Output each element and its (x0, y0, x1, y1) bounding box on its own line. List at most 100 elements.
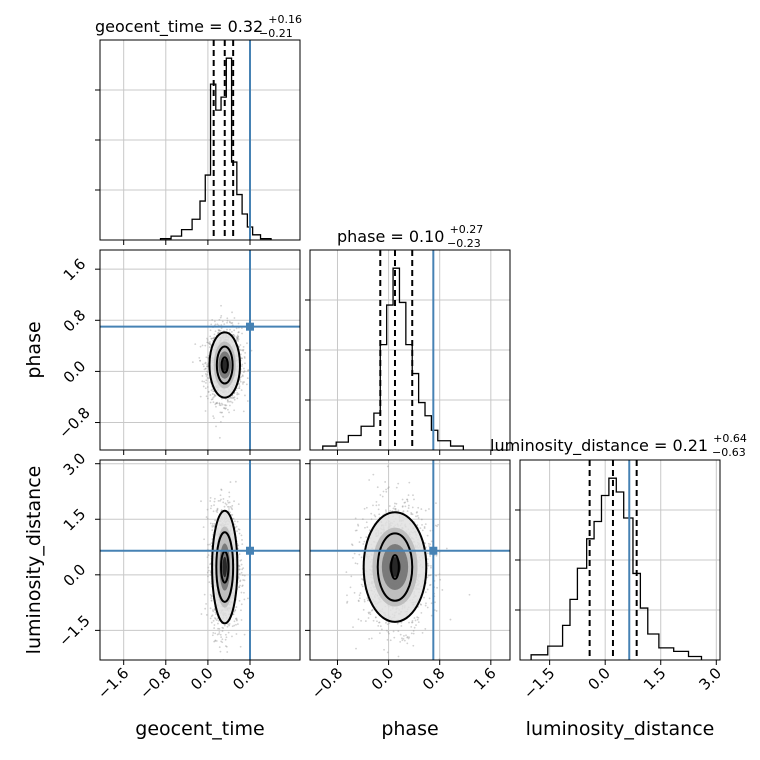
scatter-point (232, 396, 235, 399)
ylabel-phase: phase (23, 321, 45, 378)
histogram-geocent_time (159, 57, 272, 240)
scatter-point (204, 367, 207, 370)
scatter-point (426, 534, 429, 537)
scatter-point (217, 622, 219, 625)
scatter-point (225, 645, 228, 648)
scatter-point (368, 637, 371, 640)
title-luminosity-distance-minus: −0.63 (712, 446, 746, 459)
scatter-point (233, 523, 236, 526)
scatter-point (386, 623, 389, 626)
scatter-point (230, 322, 233, 325)
scatter-point (212, 415, 215, 417)
scatter-point (206, 363, 208, 366)
scatter-point (407, 507, 410, 509)
scatter-point (199, 359, 202, 362)
title-phase: phase = 0.10 +0.27 (337, 223, 483, 246)
scatter-point (407, 504, 410, 507)
scatter-point (212, 610, 215, 613)
scatter-point (429, 555, 431, 557)
scatter-point (207, 391, 210, 393)
scatter-point (233, 317, 236, 319)
scatter-point (435, 502, 437, 505)
scatter-point (445, 547, 448, 550)
scatter-point (225, 404, 228, 407)
scatter-point (219, 404, 222, 407)
scatter-point (357, 618, 360, 621)
scatter-point (210, 615, 213, 618)
scatter-point (213, 525, 216, 528)
scatter-point (238, 586, 241, 589)
scatter-point (208, 346, 211, 349)
scatter-point (226, 625, 229, 628)
scatter-point (240, 327, 243, 330)
scatter-point (206, 571, 209, 574)
scatter-point (233, 335, 236, 338)
scatter-point (236, 336, 239, 339)
y-tick-label-phase: 0.8 (60, 306, 90, 336)
scatter-point (403, 639, 406, 642)
scatter-point (229, 511, 232, 514)
scatter-point (218, 329, 221, 332)
scatter-point (408, 636, 411, 639)
scatter-point (236, 337, 239, 340)
scatter-point (385, 490, 388, 493)
panel-luminosity_distance-vs-phase: −0.8 0.0 0.8 1.6 (305, 459, 511, 703)
scatter-point (246, 377, 249, 380)
scatter-point (364, 526, 366, 529)
scatter-point (212, 401, 215, 404)
scatter-point (241, 574, 244, 577)
contour-level-3 (362, 511, 428, 623)
x-tick-label-luminosity_distance: 3.0 (696, 664, 726, 694)
scatter-point (221, 320, 224, 323)
scatter-point (406, 498, 409, 501)
panel-content (100, 460, 300, 660)
scatter-point (424, 542, 426, 545)
scatter-point (237, 335, 240, 338)
scatter-point (204, 410, 207, 412)
scatter-point (423, 525, 426, 528)
scatter-point (239, 379, 241, 381)
scatter-point (412, 644, 415, 647)
scatter-point (244, 362, 246, 365)
scatter-point (355, 647, 357, 650)
scatter-point (206, 508, 209, 511)
scatter-point (207, 377, 210, 380)
scatter-point (421, 529, 424, 532)
scatter-point (236, 397, 239, 400)
scatter-point (365, 536, 368, 539)
scatter-point (235, 606, 238, 608)
scatter-point (354, 562, 357, 565)
scatter-point (226, 317, 229, 320)
scatter-point (203, 538, 205, 541)
scatter-point (420, 603, 423, 606)
scatter-point (226, 399, 229, 402)
contour-level-2 (215, 531, 235, 603)
scatter-point (231, 397, 233, 400)
scatter-point (204, 367, 207, 370)
scatter-point (237, 331, 240, 333)
scatter-point (236, 337, 239, 340)
scatter-point (429, 529, 432, 532)
scatter-point (208, 581, 211, 584)
scatter-point (207, 342, 210, 345)
scatter-point (207, 566, 210, 569)
scatter-point (389, 509, 392, 512)
scatter-point (392, 507, 395, 510)
scatter-point (234, 609, 237, 612)
scatter-point (238, 553, 241, 556)
scatter-point (235, 327, 238, 330)
scatter-point (214, 611, 217, 614)
scatter-point (213, 497, 216, 500)
scatter-point (210, 398, 213, 401)
title-geocent-time: geocent_time = 0.32 +0.16 (95, 13, 302, 37)
scatter-point (240, 365, 243, 368)
scatter-point (233, 334, 236, 337)
scatter-point (346, 600, 349, 603)
scatter-point (206, 371, 209, 373)
scatter-point (219, 499, 221, 502)
scatter-point (371, 608, 374, 611)
scatter-point (236, 623, 239, 625)
scatter-point (243, 574, 246, 577)
contour-level-2 (215, 345, 234, 385)
scatter-point (233, 398, 236, 401)
